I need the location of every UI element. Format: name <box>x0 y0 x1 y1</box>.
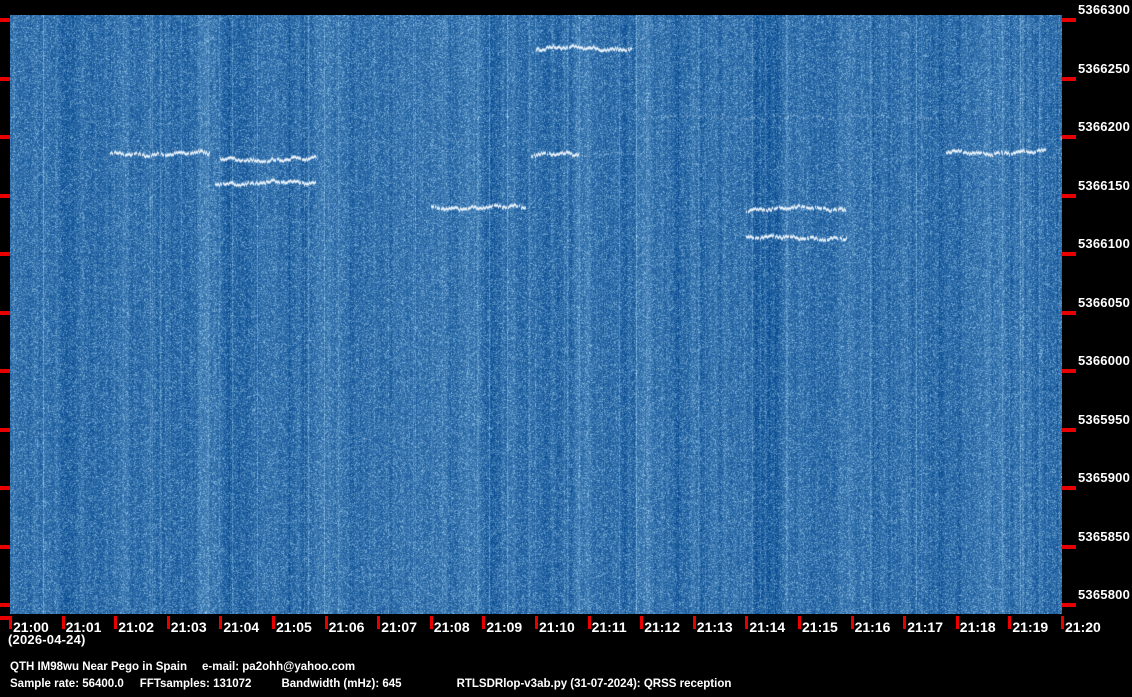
freq-tick-left <box>0 135 10 139</box>
time-tick-label: 21:13 <box>696 619 733 635</box>
time-tick <box>272 616 275 629</box>
time-tick <box>324 616 328 629</box>
time-tick-label: 21:08 <box>433 619 470 635</box>
time-tick-label: 21:09 <box>486 619 523 635</box>
time-tick-label: 21:18 <box>959 619 996 635</box>
time-tick <box>1061 616 1064 629</box>
time-tick-label: 21:16 <box>854 619 891 635</box>
time-tick <box>1008 616 1012 629</box>
freq-tick-label: 5366000 <box>1078 353 1131 368</box>
time-tick-label: 21:07 <box>381 619 417 635</box>
time-tick-label: 21:20 <box>1065 619 1101 635</box>
time-tick <box>903 616 907 629</box>
time-tick-label: 21:06 <box>328 619 365 635</box>
time-tick <box>850 616 854 629</box>
date-label: (2026-04-24) <box>8 632 86 647</box>
time-tick <box>692 616 696 629</box>
freq-tick-right <box>1062 369 1076 373</box>
time-tick-label: 21:15 <box>802 619 838 635</box>
time-tick-label: 21:02 <box>118 619 154 635</box>
email-label: e-mail: pa2ohh@yahoo.com <box>202 661 356 673</box>
time-tick <box>61 616 65 629</box>
freq-tick-left <box>0 252 10 256</box>
settings-info-line: Sample rate: 56400.0 FFTsamples: 131072 Ba… <box>10 678 731 690</box>
freq-tick-left <box>0 427 10 432</box>
freq-tick-right <box>1062 427 1076 432</box>
freq-tick-label: 5366200 <box>1078 119 1131 134</box>
station-info-line: QTH IM98wu Near Pego in Spain e-mail: pa2… <box>10 661 355 673</box>
time-tick-label: 21:04 <box>223 619 260 635</box>
freq-tick-label: 5366100 <box>1078 236 1131 251</box>
time-tick-label: 21:19 <box>1012 619 1049 635</box>
axis-corner-tick <box>0 616 10 620</box>
time-tick <box>9 616 12 629</box>
time-tick-label: 21:03 <box>170 619 207 635</box>
freq-tick-left <box>0 310 10 315</box>
freq-tick-left <box>0 18 10 22</box>
time-tick-label: 21:10 <box>539 619 575 635</box>
time-tick <box>640 616 644 629</box>
time-tick-label: 21:14 <box>749 619 786 635</box>
freq-tick-left <box>0 193 10 198</box>
time-tick <box>166 616 170 629</box>
freq-tick-right <box>1062 135 1076 139</box>
freq-tick-right <box>1062 310 1076 315</box>
time-tick <box>587 616 591 629</box>
freq-tick-right <box>1062 193 1076 198</box>
freq-tick-left <box>0 369 10 373</box>
freq-tick-label: 5365900 <box>1078 470 1131 485</box>
freq-tick-right <box>1062 603 1076 607</box>
time-tick <box>955 616 959 629</box>
freq-tick-label: 5366050 <box>1078 294 1131 310</box>
program-label: RTLSDRlop-v3ab.py (31-07-2024): QRSS rec… <box>456 678 732 690</box>
time-tick <box>745 616 749 629</box>
freq-tick-label: 5365850 <box>1078 528 1131 544</box>
freq-tick-label: 5365800 <box>1078 587 1131 602</box>
freq-tick-label: 5366300 <box>1078 2 1131 17</box>
freq-tick-right <box>1062 252 1076 256</box>
time-tick <box>798 616 801 629</box>
time-tick-label: 21:05 <box>276 619 312 635</box>
time-tick <box>429 616 433 629</box>
freq-tick-left <box>0 486 10 490</box>
freq-tick-left <box>0 603 10 607</box>
fft-samples-label: FFTsamples: 131072 <box>139 678 252 690</box>
time-tick <box>114 616 118 629</box>
time-tick-label: 21:12 <box>644 619 680 635</box>
time-tick <box>377 616 381 629</box>
qth-label: QTH IM98wu Near Pego in Spain <box>10 661 188 673</box>
time-tick <box>535 616 538 629</box>
time-tick <box>219 616 223 629</box>
bandwidth-label: Bandwidth (mHz): 645 <box>281 678 402 690</box>
time-tick-label: 21:11 <box>591 619 627 635</box>
freq-tick-left <box>0 76 10 81</box>
freq-tick-right <box>1062 76 1076 81</box>
time-tick-label: 21:17 <box>907 619 943 635</box>
freq-tick-right <box>1062 544 1076 549</box>
waterfall-spectrogram <box>10 15 1062 614</box>
freq-tick-right <box>1062 18 1076 22</box>
freq-tick-label: 5365950 <box>1078 411 1131 427</box>
sample-rate-label: Sample rate: 56400.0 <box>10 678 124 690</box>
freq-tick-left <box>0 544 10 549</box>
freq-tick-right <box>1062 486 1076 490</box>
freq-tick-label: 5366250 <box>1078 60 1131 76</box>
time-tick <box>482 616 486 629</box>
freq-tick-label: 5366150 <box>1078 177 1131 193</box>
